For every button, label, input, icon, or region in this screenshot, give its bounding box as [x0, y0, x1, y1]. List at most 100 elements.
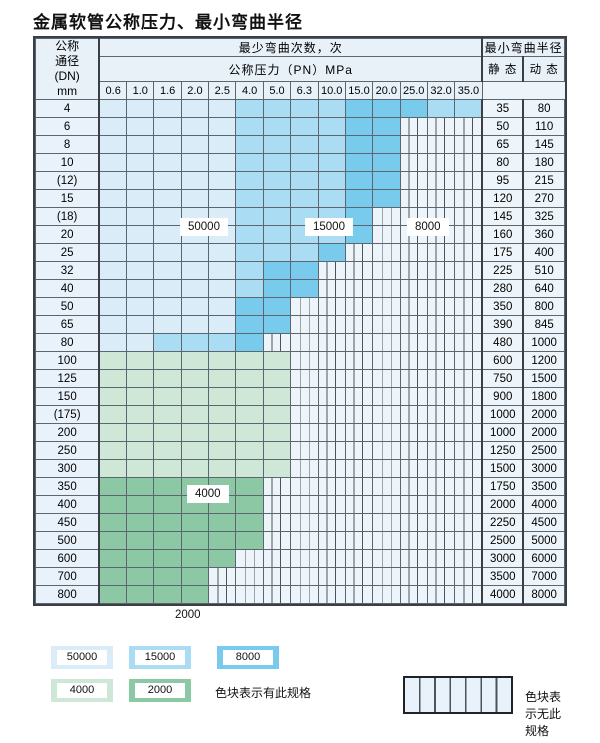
- callout-4000: 4000: [187, 485, 229, 503]
- header-pressure-25.0: 25.0: [399, 81, 428, 100]
- cell-dn100-pn10.0: [317, 351, 346, 370]
- cell-dn200-pn2.5: [208, 423, 237, 442]
- cell-dn(12)-pn4.0: [235, 171, 264, 190]
- cell-dn125-pn0.6: [98, 369, 128, 388]
- table-row: (12) 95 215: [35, 171, 566, 190]
- cell-dn800-pn35.0: [454, 585, 483, 604]
- cell-dn500-pn1.0: [126, 531, 155, 550]
- callout-15000: 15000: [305, 218, 353, 236]
- cell-dn25-pn6.3: [290, 243, 319, 262]
- cell-dn6-pn0.6: [98, 117, 128, 136]
- row-dynamic-radius: 845: [522, 315, 566, 334]
- cell-dn200-pn25.0: [399, 423, 428, 442]
- cell-dn450-pn6.3: [290, 513, 319, 532]
- cell-dn8-pn2.5: [208, 135, 237, 154]
- header-pressure-0.6: 0.6: [98, 81, 128, 100]
- header-pressure-1.6: 1.6: [153, 81, 182, 100]
- cell-dn80-pn5.0: [262, 333, 292, 352]
- cell-dn450-pn0.6: [98, 513, 128, 532]
- cell-dn65-pn35.0: [454, 315, 483, 334]
- cell-dn32-pn6.3: [290, 261, 319, 280]
- row-dynamic-radius: 7000: [522, 567, 566, 586]
- cell-dn15-pn6.3: [290, 189, 319, 208]
- cell-dn8-pn32.0: [426, 135, 456, 154]
- cell-dn32-pn4.0: [235, 261, 264, 280]
- cell-dn450-pn2.5: [208, 513, 237, 532]
- row-dn-300: 300: [35, 459, 100, 478]
- cell-dn(12)-pn6.3: [290, 171, 319, 190]
- cell-dn6-pn4.0: [235, 117, 264, 136]
- cell-dn25-pn32.0: [426, 243, 456, 262]
- cell-dn500-pn25.0: [399, 531, 428, 550]
- table-row: 250 1250 2500: [35, 441, 566, 460]
- row-dynamic-radius: 5000: [522, 531, 566, 550]
- row-dynamic-radius: 1000: [522, 333, 566, 352]
- cell-dn50-pn20.0: [372, 297, 401, 316]
- row-static-radius: 225: [481, 261, 524, 280]
- cell-dn150-pn4.0: [235, 387, 264, 406]
- cell-dn25-pn2.5: [208, 243, 237, 262]
- cell-dn80-pn4.0: [235, 333, 264, 352]
- cell-dn15-pn5.0: [262, 189, 292, 208]
- cell-dn125-pn6.3: [290, 369, 319, 388]
- cell-dn250-pn10.0: [317, 441, 346, 460]
- table-row: (18) 145 325: [35, 207, 566, 226]
- cell-dn350-pn20.0: [372, 477, 401, 496]
- cell-dn8-pn10.0: [317, 135, 346, 154]
- cell-dn(12)-pn0.6: [98, 171, 128, 190]
- cell-dn150-pn15.0: [344, 387, 374, 406]
- header-pressure-6.3: 6.3: [290, 81, 319, 100]
- cell-dn300-pn15.0: [344, 459, 374, 478]
- cell-dn500-pn35.0: [454, 531, 483, 550]
- row-dynamic-radius: 1500: [522, 369, 566, 388]
- cell-dn300-pn5.0: [262, 459, 292, 478]
- header-pressure-2.5: 2.5: [208, 81, 237, 100]
- header-radius: 最小弯曲半径: [481, 38, 566, 57]
- cell-dn(12)-pn35.0: [454, 171, 483, 190]
- cell-dn25-pn1.0: [126, 243, 155, 262]
- cell-dn400-pn4.0: [235, 495, 264, 514]
- cell-dn10-pn15.0: [344, 153, 374, 172]
- row-dynamic-radius: 325: [522, 207, 566, 226]
- table-row: 300 1500 3000: [35, 459, 566, 478]
- cell-dn700-pn2.0: [180, 567, 210, 586]
- cell-dn40-pn15.0: [344, 279, 374, 298]
- cell-dn600-pn0.6: [98, 549, 128, 568]
- cell-dn600-pn2.5: [208, 549, 237, 568]
- cell-dn250-pn4.0: [235, 441, 264, 460]
- cell-dn65-pn2.5: [208, 315, 237, 334]
- row-static-radius: 390: [481, 315, 524, 334]
- cell-dn200-pn0.6: [98, 423, 128, 442]
- row-dynamic-radius: 4000: [522, 495, 566, 514]
- cell-dn150-pn25.0: [399, 387, 428, 406]
- cell-dn20-pn1.0: [126, 225, 155, 244]
- cell-dn80-pn2.0: [180, 333, 210, 352]
- cell-dn15-pn35.0: [454, 189, 483, 208]
- cell-dn10-pn32.0: [426, 153, 456, 172]
- cell-dn350-pn5.0: [262, 477, 292, 496]
- cell-dn800-pn20.0: [372, 585, 401, 604]
- cell-dn6-pn6.3: [290, 117, 319, 136]
- cell-dn32-pn2.5: [208, 261, 237, 280]
- cell-dn200-pn15.0: [344, 423, 374, 442]
- cell-dn200-pn6.3: [290, 423, 319, 442]
- cell-dn4-pn10.0: [317, 99, 346, 118]
- row-dn-700: 700: [35, 567, 100, 586]
- cell-dn600-pn10.0: [317, 549, 346, 568]
- cell-dn350-pn1.0: [126, 477, 155, 496]
- cell-dn450-pn4.0: [235, 513, 264, 532]
- row-static-radius: 1000: [481, 423, 524, 442]
- cell-dn500-pn10.0: [317, 531, 346, 550]
- cell-dn65-pn5.0: [262, 315, 292, 334]
- cell-dn40-pn20.0: [372, 279, 401, 298]
- legend-swatch-label: 4000: [57, 683, 107, 698]
- cell-dn(175)-pn1.6: [153, 405, 182, 424]
- table-row: 400 2000 4000: [35, 495, 566, 514]
- cell-dn350-pn35.0: [454, 477, 483, 496]
- row-dynamic-radius: 3500: [522, 477, 566, 496]
- cell-dn40-pn35.0: [454, 279, 483, 298]
- cell-dn6-pn25.0: [399, 117, 428, 136]
- cell-dn50-pn10.0: [317, 297, 346, 316]
- cell-dn(18)-pn4.0: [235, 207, 264, 226]
- table-row: 25 175 400: [35, 243, 566, 262]
